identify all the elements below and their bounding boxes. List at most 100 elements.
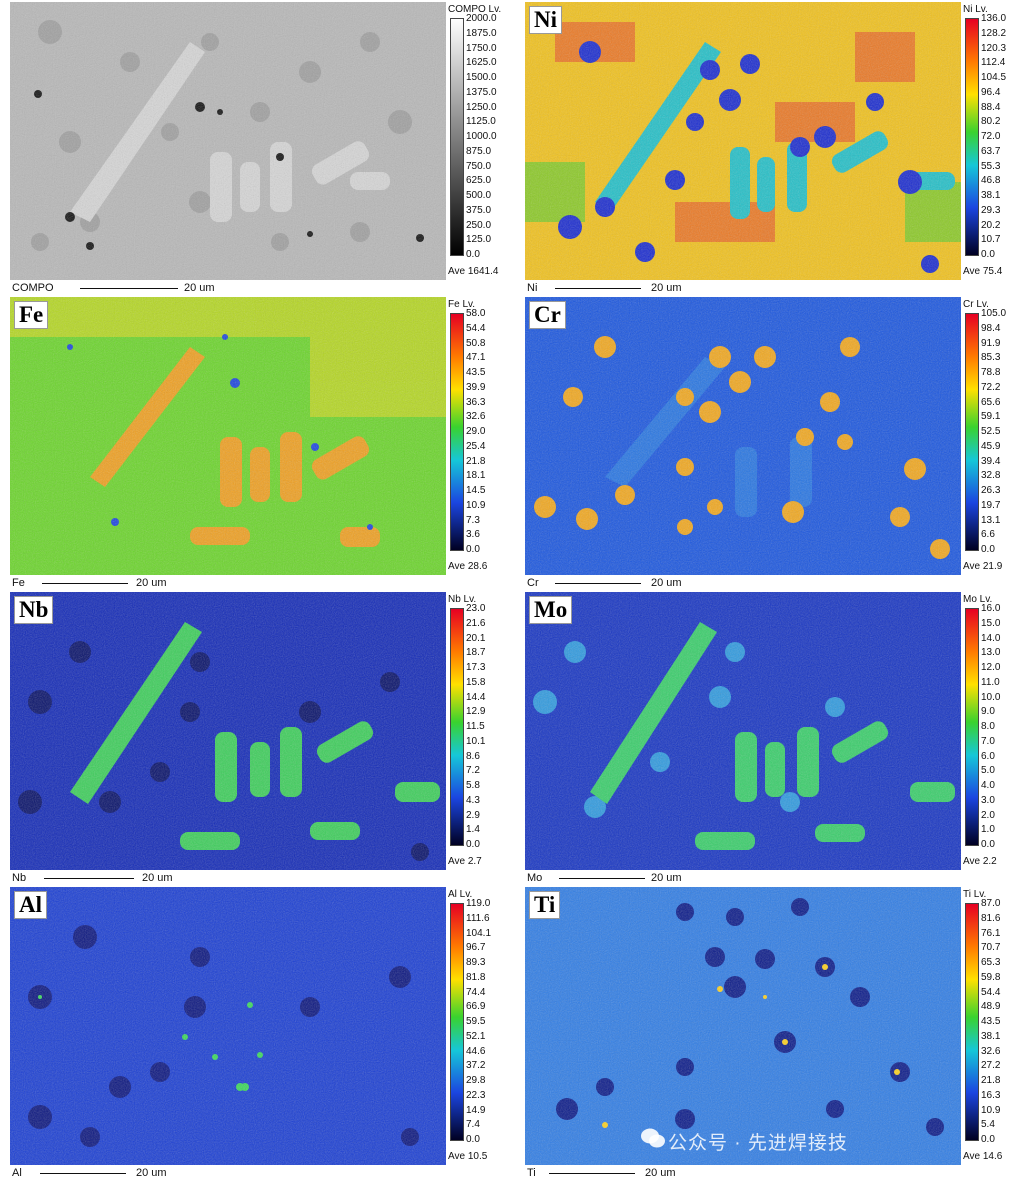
tick-label: 1750.0: [466, 42, 497, 54]
tick-label: 250.0: [466, 219, 492, 231]
tick-label: 10.9: [466, 499, 486, 511]
tick-label: 0.0: [981, 544, 995, 555]
tick-labels: 16.0 15.0 14.0 13.0 12.0 11.0 10.0 9.0 8.0 7.0 6.0…: [981, 604, 1023, 850]
tick-label: 38.1: [981, 1030, 1001, 1042]
nb-scale: Nb Lv. 23.0 21.6 20.1 18.7 17.3 15.8 14.4 12.9 1…: [448, 592, 520, 870]
tick-label: 8.0: [981, 721, 995, 732]
tick-label: 72.2: [981, 381, 1001, 393]
scale-bar-line: [40, 1173, 126, 1174]
tick-label: 81.6: [981, 912, 1001, 924]
tick-label: 10.0: [981, 691, 1001, 703]
tick-label: 65.3: [981, 957, 1001, 968]
ti-caption: Ti 20 um: [525, 1167, 961, 1180]
average-value: Ave 2.7: [448, 856, 482, 867]
element-label: Cr: [529, 301, 566, 329]
tick-label: 47.1: [466, 352, 486, 364]
tick-label: 59.1: [981, 411, 1001, 423]
cr-map-image: [525, 297, 961, 575]
nb-map: Nb: [10, 592, 446, 870]
watermark-text: 公众号 · 先进焊接技: [668, 1133, 848, 1154]
colorbar: [965, 903, 979, 1141]
tick-label: 9.0: [981, 706, 995, 718]
tick-label: 98.4: [981, 322, 1001, 334]
tick-label: 1.0: [981, 824, 995, 836]
tick-label: 1875.0: [466, 27, 497, 39]
tick-label: 76.1: [981, 927, 1001, 939]
tick-label: 0.0: [981, 249, 995, 260]
caption-name: Ti: [527, 1167, 536, 1179]
mo-map: Mo: [525, 592, 961, 870]
scale-bar-line: [80, 288, 178, 289]
panel-cr: Cr Cr Lv. 105.0 98.4 91.9 85.3 78.8 72.2 65.6 5…: [525, 297, 1023, 590]
tick-label: 63.7: [981, 145, 1001, 157]
tick-label: 96.7: [466, 942, 486, 954]
tick-label: 10.7: [981, 234, 1001, 246]
nb-caption: Nb 20 um: [10, 872, 446, 885]
scale-bar-length: 20 um: [651, 872, 682, 884]
ni-map: Ni: [525, 2, 961, 280]
tick-label: 29.3: [981, 204, 1001, 216]
tick-label: 96.4: [981, 86, 1001, 98]
tick-label: 2.0: [981, 809, 995, 821]
tick-label: 0.0: [981, 839, 995, 850]
tick-label: 20.2: [981, 219, 1001, 231]
tick-label: 78.8: [981, 367, 1001, 378]
average-value: Ave 10.5: [448, 1151, 488, 1162]
tick-label: 16.3: [981, 1089, 1001, 1101]
tick-label: 125.0: [466, 234, 492, 246]
al-scale: Al Lv. 119.0 111.6 104.1 96.7 89.3 81.8 74.4 66…: [448, 887, 520, 1165]
mo-scale: Mo Lv. 16.0 15.0 14.0 13.0 12.0 11.0 10.0 9.0 8.…: [963, 592, 1023, 870]
tick-label: 120.3: [981, 42, 1007, 54]
tick-label: 32.8: [981, 470, 1001, 482]
tick-label: 13.1: [981, 514, 1001, 526]
caption-name: COMPO: [12, 282, 54, 294]
tick-label: 43.5: [466, 367, 486, 378]
tick-label: 2.9: [466, 809, 480, 821]
tick-label: 44.6: [466, 1045, 486, 1057]
tick-label: 5.0: [981, 765, 995, 777]
cr-caption: Cr 20 um: [525, 577, 961, 590]
tick-label: 14.5: [466, 485, 486, 496]
panel-fe: Fe Fe Lv. 58.0 54.4 50.8 47.1 43.5 39.9 36.3 32…: [10, 297, 520, 590]
tick-labels: 136.0 128.2 120.3 112.4 104.5 96.4 88.4 80.2 72.…: [981, 14, 1023, 260]
caption-name: Nb: [12, 872, 27, 884]
tick-label: 74.4: [466, 986, 486, 998]
tick-label: 500.0: [466, 190, 492, 201]
tick-labels: 2000.0 1875.0 1750.0 1625.0 1500.0 1375.0 1250…: [466, 13, 520, 260]
tick-labels: 87.0 81.6 76.1 70.7 65.3 59.8 54.4 48.9 43.5 38.1…: [981, 899, 1023, 1145]
tick-label: 80.2: [981, 116, 1001, 128]
scale-bar-length: 20 um: [136, 1167, 167, 1179]
tick-label: 21.8: [981, 1075, 1001, 1086]
tick-label: 15.8: [466, 676, 486, 688]
tick-label: 7.0: [981, 735, 995, 747]
tick-label: 26.3: [981, 485, 1001, 496]
tick-label: 46.8: [981, 175, 1001, 187]
ni-scale: Ni Lv. 136.0 128.2 120.3 112.4 104.5 96.4 88.4…: [963, 2, 1023, 280]
tick-label: 6.0: [981, 750, 995, 762]
fe-scale: Fe Lv. 58.0 54.4 50.8 47.1 43.5 39.9 36.3 32.6 2…: [448, 297, 520, 575]
tick-label: 11.5: [466, 721, 485, 732]
tick-label: 50.8: [466, 337, 486, 349]
fe-caption: Fe 20 um: [10, 577, 446, 590]
tick-label: 875.0: [466, 145, 492, 157]
panel-nb: Nb Nb Lv. 23.0 21.6 20.1 18.7 17.3 15.8 14.4 12…: [10, 592, 520, 885]
tick-label: 12.9: [466, 706, 486, 718]
tick-labels: 105.0 98.4 91.9 85.3 78.8 72.2 65.6 59.1 52.5 45.…: [981, 309, 1023, 555]
tick-label: 52.1: [466, 1030, 486, 1042]
scale-title: Ni Lv.: [963, 4, 988, 15]
element-label: Mo: [529, 596, 573, 624]
tick-label: 88.4: [981, 101, 1001, 113]
tick-label: 0.0: [466, 1134, 480, 1145]
tick-label: 2000.0: [466, 13, 497, 24]
scale-title: Cr Lv.: [963, 299, 989, 310]
tick-label: 70.7: [981, 942, 1001, 954]
tick-label: 6.6: [981, 529, 995, 541]
colorbar: [965, 18, 979, 256]
tick-label: 0.0: [466, 249, 480, 260]
colorbar: [450, 18, 464, 256]
tick-label: 45.9: [981, 440, 1001, 452]
scale-bar-length: 20 um: [651, 577, 682, 589]
fe-map: Fe: [10, 297, 446, 575]
tick-label: 4.0: [981, 780, 995, 791]
tick-label: 72.0: [981, 131, 1001, 142]
